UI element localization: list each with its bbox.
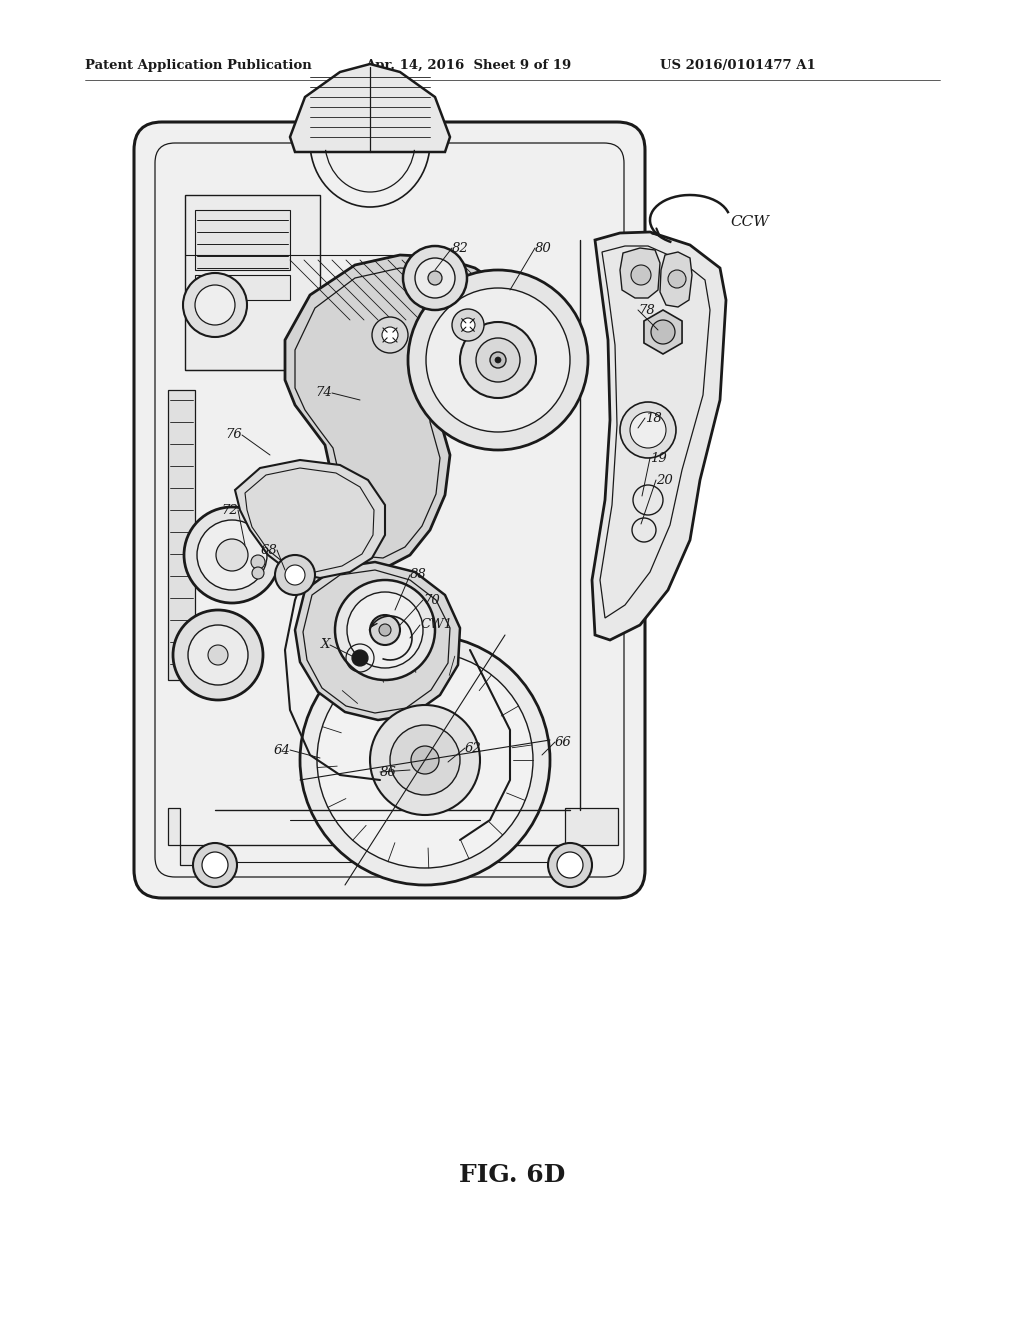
Circle shape (285, 565, 305, 585)
Text: Apr. 14, 2016  Sheet 9 of 19: Apr. 14, 2016 Sheet 9 of 19 (365, 58, 571, 71)
Circle shape (195, 285, 234, 325)
Circle shape (403, 246, 467, 310)
Bar (195, 275, 290, 300)
Circle shape (461, 318, 475, 333)
Circle shape (490, 352, 506, 368)
Polygon shape (592, 232, 726, 640)
Bar (195, 210, 290, 271)
Circle shape (193, 843, 237, 887)
Circle shape (557, 851, 583, 878)
Text: 74: 74 (315, 387, 332, 400)
Text: 78: 78 (638, 304, 654, 317)
Circle shape (188, 624, 248, 685)
Circle shape (372, 317, 408, 352)
Circle shape (173, 610, 263, 700)
Polygon shape (234, 459, 385, 578)
Circle shape (632, 517, 656, 543)
Circle shape (408, 271, 588, 450)
Circle shape (633, 484, 663, 515)
Text: 80: 80 (535, 242, 552, 255)
Polygon shape (620, 248, 660, 298)
Text: X: X (321, 639, 330, 652)
Circle shape (631, 265, 651, 285)
Circle shape (390, 725, 460, 795)
Text: 88: 88 (410, 569, 427, 582)
Circle shape (317, 652, 534, 869)
Circle shape (382, 327, 398, 343)
Circle shape (548, 843, 592, 887)
Circle shape (495, 356, 501, 363)
Circle shape (460, 322, 536, 399)
Text: 64: 64 (273, 743, 290, 756)
Text: CW1: CW1 (420, 619, 453, 631)
Circle shape (651, 319, 675, 345)
Circle shape (352, 649, 368, 667)
Circle shape (428, 271, 442, 285)
Text: CCW: CCW (730, 215, 769, 228)
Circle shape (300, 635, 550, 884)
Text: US 2016/0101477 A1: US 2016/0101477 A1 (660, 58, 816, 71)
Text: 86: 86 (380, 766, 396, 779)
Circle shape (347, 591, 423, 668)
Polygon shape (168, 808, 215, 870)
Circle shape (202, 851, 228, 878)
Circle shape (411, 746, 439, 774)
Circle shape (251, 554, 265, 569)
Circle shape (275, 554, 315, 595)
Circle shape (335, 579, 435, 680)
Text: 19: 19 (650, 451, 667, 465)
Circle shape (370, 615, 400, 645)
Circle shape (370, 705, 480, 814)
Polygon shape (290, 63, 450, 152)
Circle shape (452, 309, 484, 341)
Polygon shape (185, 195, 319, 370)
Circle shape (630, 412, 666, 447)
Polygon shape (565, 808, 618, 845)
Circle shape (184, 507, 280, 603)
Text: Patent Application Publication: Patent Application Publication (85, 58, 311, 71)
FancyBboxPatch shape (134, 121, 645, 898)
Polygon shape (644, 310, 682, 354)
Text: 68: 68 (260, 544, 278, 557)
Circle shape (216, 539, 248, 572)
Text: 20: 20 (656, 474, 673, 487)
Text: 66: 66 (555, 735, 571, 748)
Circle shape (197, 520, 267, 590)
Circle shape (476, 338, 520, 381)
Polygon shape (660, 252, 692, 308)
Text: 18: 18 (645, 412, 662, 425)
Circle shape (208, 645, 228, 665)
Circle shape (426, 288, 570, 432)
Circle shape (183, 273, 247, 337)
Polygon shape (285, 255, 515, 568)
Text: 62: 62 (465, 742, 481, 755)
Text: 82: 82 (452, 242, 469, 255)
Text: 70: 70 (423, 594, 439, 606)
Polygon shape (295, 562, 460, 719)
Text: 76: 76 (225, 429, 242, 441)
Circle shape (252, 568, 264, 579)
Polygon shape (168, 389, 195, 680)
Text: 72: 72 (221, 503, 238, 516)
Circle shape (668, 271, 686, 288)
Circle shape (379, 624, 391, 636)
Circle shape (415, 257, 455, 298)
Circle shape (620, 403, 676, 458)
Text: FIG. 6D: FIG. 6D (459, 1163, 565, 1187)
